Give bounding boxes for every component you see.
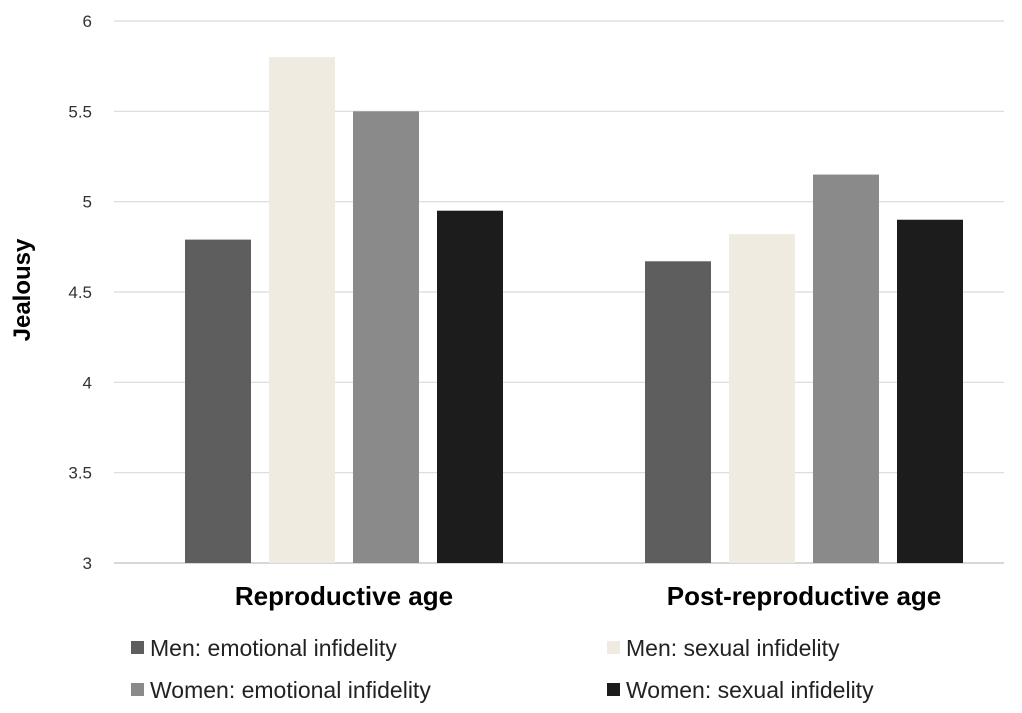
- y-tick-label: 5: [83, 193, 92, 212]
- y-tick-label: 3.5: [68, 464, 92, 483]
- bar: [437, 210, 503, 563]
- y-tick-label: 5.5: [68, 102, 92, 121]
- bar: [897, 219, 963, 563]
- y-tick-label: 4: [83, 373, 92, 392]
- legend-label: Men: sexual infidelity: [626, 635, 840, 661]
- legend-label: Women: sexual infidelity: [626, 677, 874, 703]
- y-tick-label: 3: [83, 554, 92, 573]
- legend-label: Women: emotional infidelity: [150, 677, 431, 703]
- bar: [185, 239, 251, 563]
- bar: [645, 261, 711, 563]
- y-tick-label: 6: [83, 12, 92, 31]
- bar: [269, 57, 335, 564]
- legend-swatch: [607, 683, 620, 696]
- x-category-label: Reproductive age: [235, 581, 453, 611]
- bar: [353, 111, 419, 563]
- legend-swatch: [131, 641, 144, 654]
- bar: [813, 174, 879, 564]
- y-tick-label: 4.5: [68, 283, 92, 302]
- legend-label: Men: emotional infidelity: [150, 635, 397, 661]
- x-axis-category-labels: Reproductive age Post-reproductive age: [235, 581, 941, 611]
- y-axis-tick-labels: 3 3.5 4 4.5 5 5.5 6: [68, 12, 92, 573]
- legend: Men: emotional infidelity Men: sexual inf…: [131, 635, 874, 703]
- legend-swatch: [607, 641, 620, 654]
- bar: [729, 234, 795, 564]
- x-category-label: Post-reproductive age: [667, 581, 942, 611]
- bars: [185, 57, 963, 564]
- legend-swatch: [131, 683, 144, 696]
- y-axis-title: Jealousy: [9, 238, 36, 341]
- gridlines: [114, 20, 1004, 564]
